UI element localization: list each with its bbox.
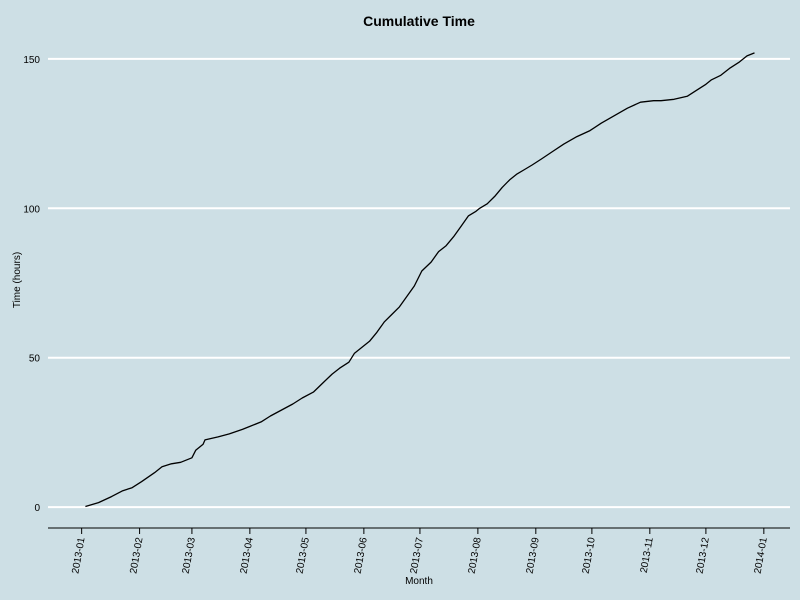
x-tick-label: 2013-08 (467, 536, 484, 574)
tick-layer: 0 50 100 150 2013-01 2013-02 2013-03 2013-04 201… (23, 55, 770, 575)
x-tick-label: 2013-07 (409, 536, 426, 574)
x-tick-label: 2014-01 (753, 536, 770, 574)
x-axis-label: Month (405, 576, 433, 587)
y-tick-label: 50 (29, 354, 41, 365)
x-tick-label: 2013-10 (581, 536, 598, 574)
grid-layer (48, 57, 790, 509)
x-tick-label: 2013-02 (128, 536, 145, 574)
x-tick-label: 2013-05 (295, 536, 312, 574)
x-tick-label: 2013-09 (525, 536, 542, 574)
x-tick-label: 2013-06 (353, 536, 370, 574)
series-line (85, 52, 755, 508)
y-axis-label: Time (hours) (12, 252, 23, 308)
chart-title: Cumulative Time (363, 13, 475, 29)
x-tick-label: 2013-11 (639, 536, 656, 574)
y-tick-label: 0 (34, 503, 40, 514)
x-tick-label: 2013-04 (239, 536, 256, 574)
x-tick-label: 2013-01 (70, 536, 87, 574)
x-tick-label: 2013-12 (695, 536, 712, 574)
y-tick-label: 150 (23, 55, 40, 66)
y-tick-label: 100 (23, 204, 40, 215)
x-tick-label: 2013-03 (181, 536, 198, 574)
series-layer (85, 52, 755, 508)
